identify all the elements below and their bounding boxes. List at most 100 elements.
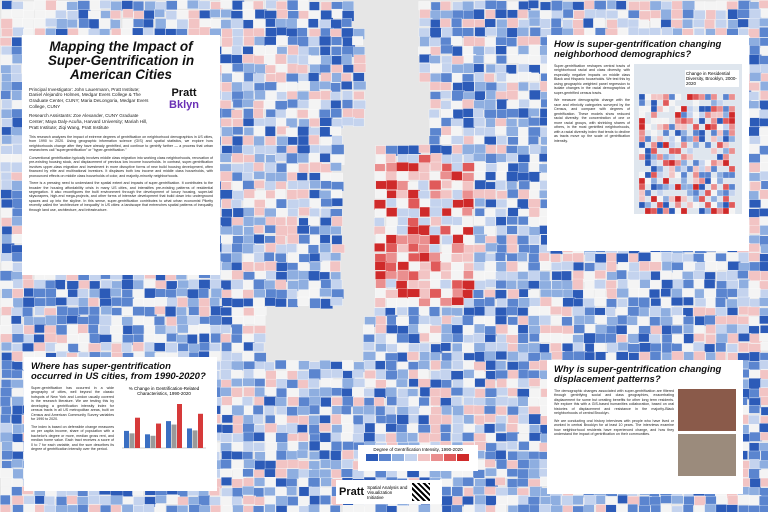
inset-tract xyxy=(638,117,646,125)
tract xyxy=(286,486,297,496)
inset-tract xyxy=(638,195,646,203)
tract xyxy=(715,297,726,309)
tract xyxy=(198,279,212,290)
tract xyxy=(507,188,519,199)
tract xyxy=(254,270,268,281)
tract xyxy=(0,280,13,290)
tract xyxy=(230,18,244,29)
tract xyxy=(474,162,487,172)
tract xyxy=(430,73,443,83)
tract xyxy=(474,72,486,84)
tract xyxy=(430,352,441,362)
inset-tract xyxy=(662,99,670,107)
tract xyxy=(484,486,498,495)
legend-scale xyxy=(366,454,469,461)
inset-tract xyxy=(692,201,700,209)
tract xyxy=(462,144,475,156)
inset-tract xyxy=(674,201,682,209)
tract xyxy=(231,54,243,65)
tract xyxy=(243,90,254,101)
tract xyxy=(430,99,442,109)
tract xyxy=(747,82,760,91)
tract xyxy=(133,333,145,343)
tract xyxy=(132,289,146,301)
tract xyxy=(265,378,278,389)
tract xyxy=(286,360,299,372)
tract xyxy=(693,279,705,288)
tract xyxy=(507,9,519,19)
tract xyxy=(275,459,289,469)
tract xyxy=(418,360,430,371)
tract xyxy=(297,262,309,272)
tract xyxy=(132,1,144,13)
tract xyxy=(221,82,233,93)
tract xyxy=(715,261,727,270)
tract xyxy=(275,505,288,512)
tract xyxy=(484,127,496,137)
tract xyxy=(727,9,739,20)
tract xyxy=(760,396,768,406)
tract xyxy=(264,495,276,505)
tract xyxy=(308,72,320,82)
tract xyxy=(286,468,300,480)
tract xyxy=(406,351,419,361)
tract xyxy=(419,332,431,342)
tract xyxy=(220,477,233,486)
inset-tract xyxy=(650,183,658,191)
tract xyxy=(495,216,507,227)
tract xyxy=(473,270,486,281)
tract xyxy=(100,504,113,512)
tract xyxy=(276,370,289,380)
tract xyxy=(88,343,102,354)
tract xyxy=(518,81,529,92)
tract xyxy=(660,8,673,20)
tract xyxy=(705,334,716,346)
tract xyxy=(749,162,761,173)
tract xyxy=(0,504,11,512)
tract xyxy=(320,72,332,82)
tract xyxy=(507,54,519,63)
tract xyxy=(496,459,508,470)
inset-tract xyxy=(638,147,646,155)
inset-tract xyxy=(674,183,682,191)
tract xyxy=(342,505,355,512)
tract xyxy=(298,46,309,56)
tract xyxy=(760,180,768,190)
inset-tract xyxy=(692,165,700,173)
tract xyxy=(208,315,222,326)
tract xyxy=(330,100,342,109)
paragraph: Conventional gentrification typically in… xyxy=(29,155,213,178)
tract xyxy=(496,378,508,389)
inset-tract xyxy=(638,177,646,185)
tract xyxy=(606,288,618,300)
tract xyxy=(616,504,628,512)
tract xyxy=(0,298,13,308)
inset-tract xyxy=(692,135,700,143)
inset-tract xyxy=(716,135,724,143)
tract xyxy=(231,442,243,453)
tract xyxy=(155,18,167,29)
tract xyxy=(441,244,454,254)
tract xyxy=(242,451,254,461)
tract xyxy=(550,505,564,512)
tract xyxy=(463,423,477,434)
tract xyxy=(340,468,354,478)
tract xyxy=(518,369,529,380)
tract xyxy=(760,270,768,281)
inset-tract xyxy=(662,141,670,149)
tract xyxy=(66,315,79,325)
tract xyxy=(430,216,443,226)
tract xyxy=(341,388,353,398)
tract xyxy=(254,90,268,100)
tract xyxy=(759,145,768,156)
tract xyxy=(309,298,321,309)
tract xyxy=(241,396,253,407)
tract xyxy=(693,253,706,263)
tract xyxy=(606,10,619,19)
tract xyxy=(693,270,705,280)
tract xyxy=(319,242,331,253)
tract xyxy=(23,1,35,11)
inset-tract xyxy=(722,111,730,119)
tract xyxy=(177,496,190,506)
tract xyxy=(661,279,675,290)
